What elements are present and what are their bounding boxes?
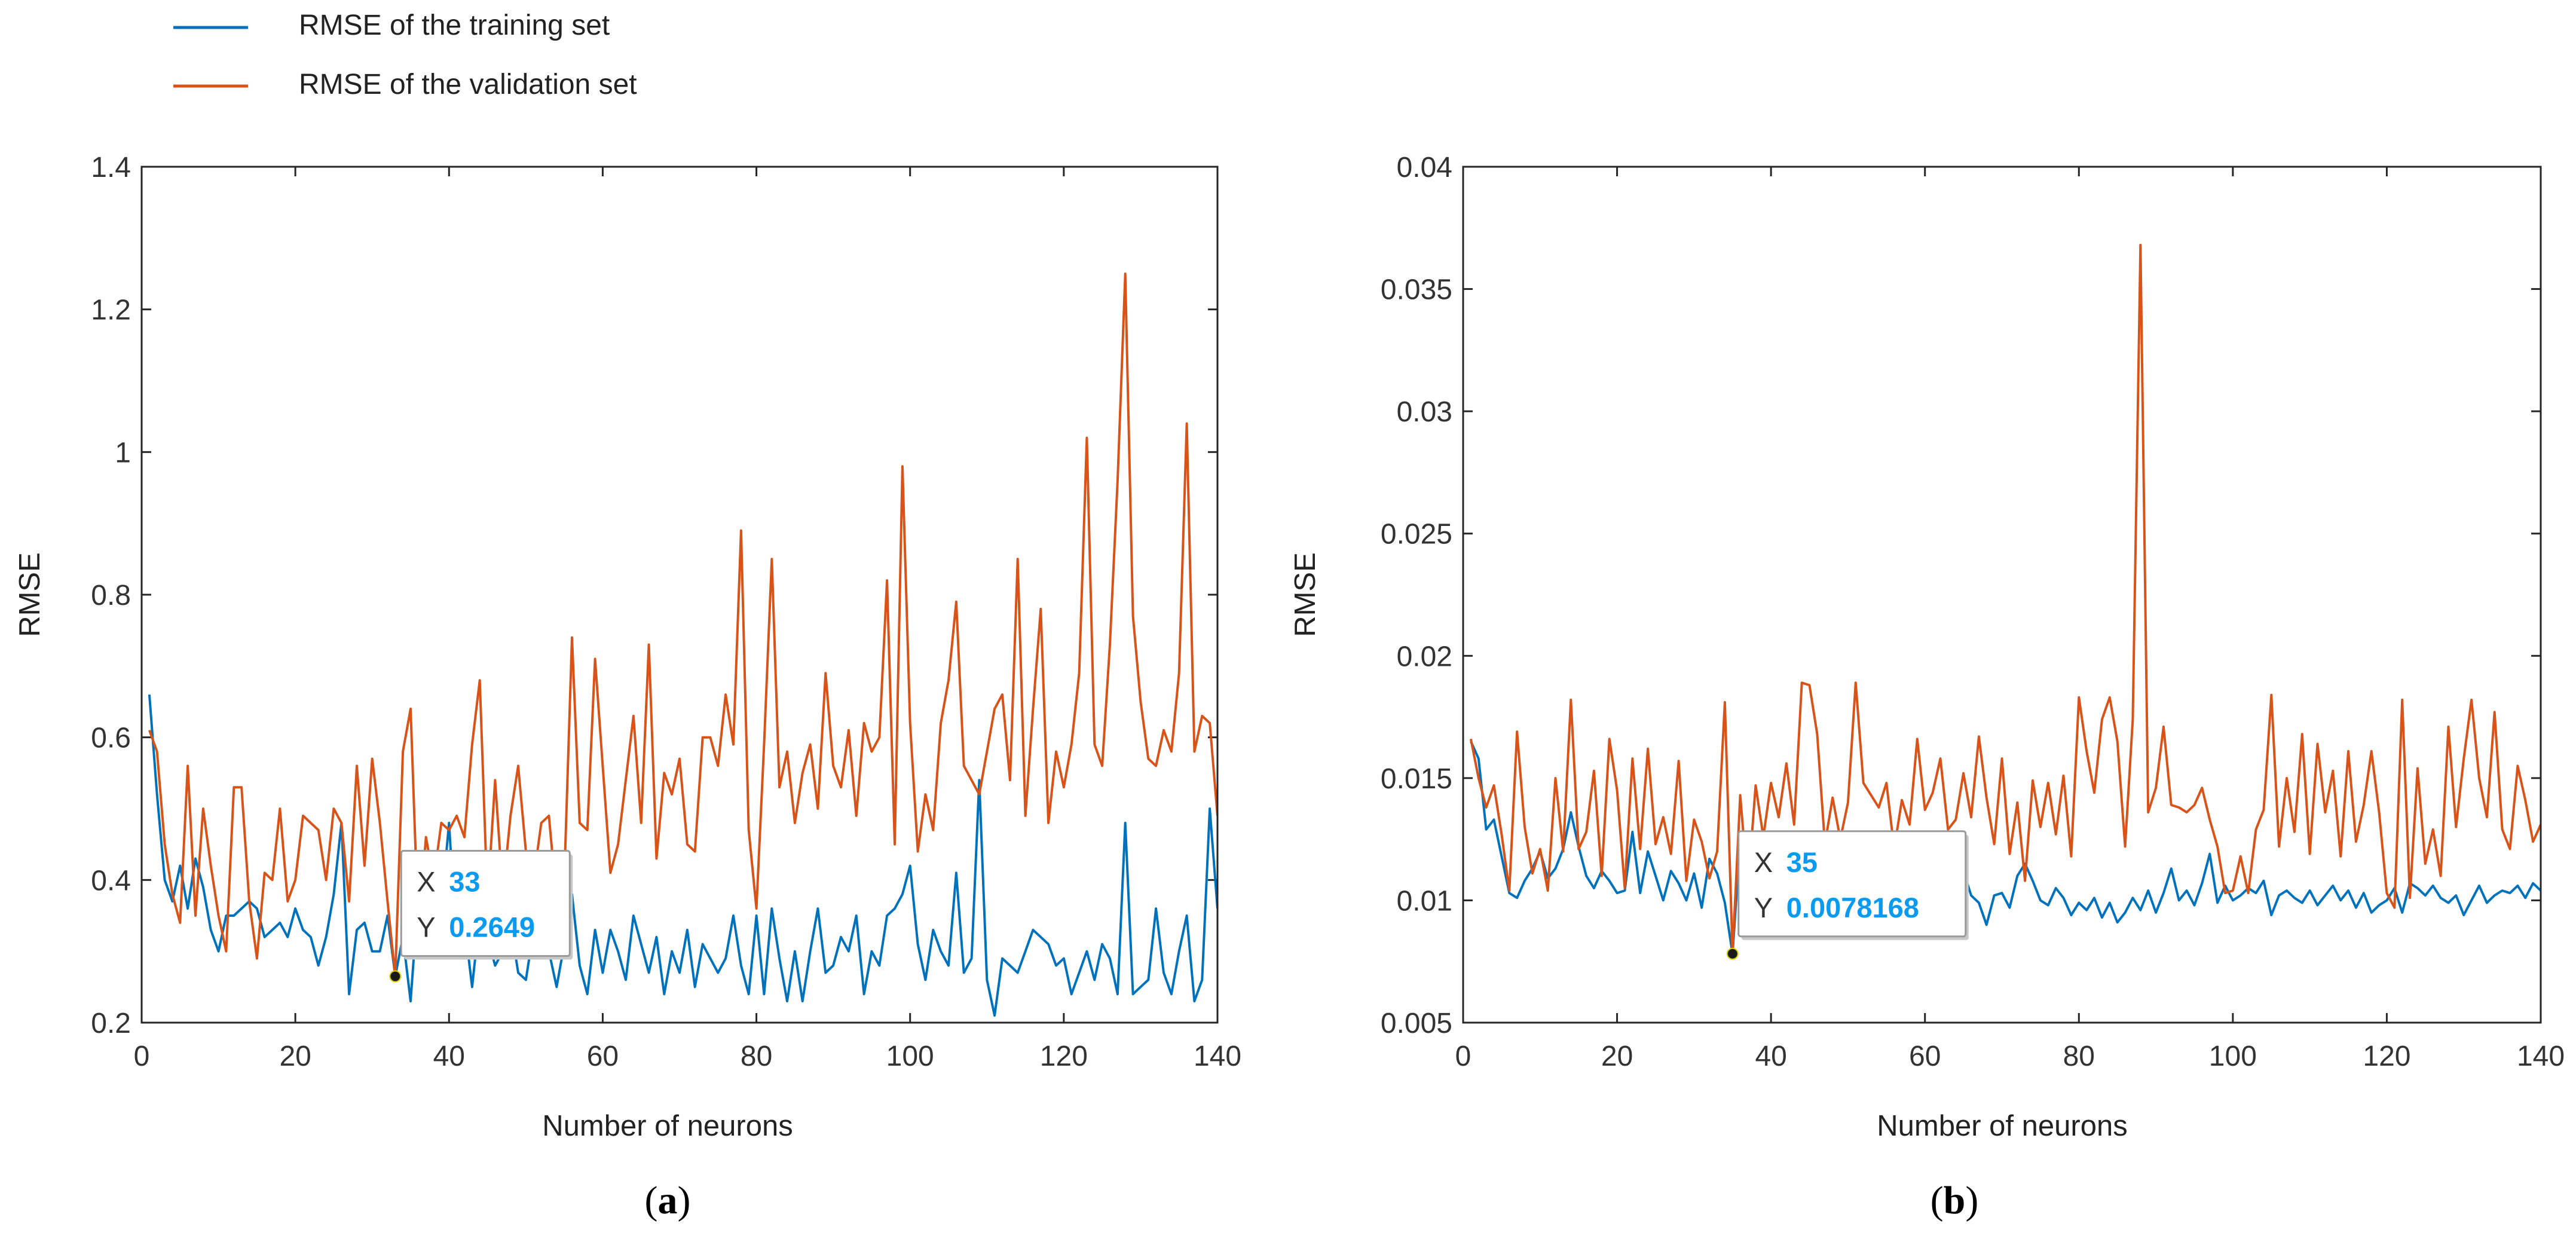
datatip-a: X 33 Y 0.2649	[389, 850, 573, 983]
x-tick-labels-a: 0 20 40 60 80 100 120 140	[134, 167, 1241, 1072]
chart-panel-b: 0.005 0.01 0.015 0.02 0.025 0.03 0.035 0.04 0 20…	[1289, 152, 2565, 1222]
y-tick-labels-b: 0.005 0.01 0.015 0.02 0.025 0.03 0.035 0.04	[1381, 152, 2541, 1039]
series-layer-a	[148, 273, 1217, 1017]
datatip-marker	[1726, 947, 1739, 960]
caption-a: (a)	[645, 1179, 691, 1222]
y-tick-label: 1.2	[91, 295, 131, 326]
x-tick-label: 20	[279, 1041, 311, 1072]
y-axis-label-b: RMSE	[1289, 552, 1321, 637]
datatip-x-key: X	[417, 866, 435, 898]
y-tick-label: 0.2	[91, 1008, 131, 1039]
x-tick-label: 60	[1909, 1041, 1941, 1072]
y-tick-label: 0.035	[1381, 274, 1452, 306]
y-tick-labels-a: 0.2 0.4 0.6 0.8 1 1.2 1.4	[91, 152, 1217, 1039]
legend: RMSE of the training set RMSE of the val…	[173, 10, 637, 100]
y-tick-label: 0.01	[1397, 885, 1452, 917]
series-layer-b	[1469, 243, 2541, 956]
y-tick-label: 0.005	[1381, 1008, 1452, 1039]
x-tick-label: 120	[2363, 1041, 2410, 1072]
x-tick-label: 140	[1194, 1041, 1241, 1072]
x-tick-label: 0	[1455, 1041, 1471, 1072]
datatip-b: X 35 Y 0.0078168	[1726, 830, 1969, 960]
plot-frame-a	[140, 166, 1219, 1024]
x-tick-label: 80	[2063, 1041, 2095, 1072]
x-tick-label: 40	[433, 1041, 465, 1072]
y-tick-label: 0.03	[1397, 396, 1452, 428]
x-tick-label: 140	[2517, 1041, 2565, 1072]
x-tick-label: 40	[1755, 1041, 1786, 1072]
caption-b: (b)	[1931, 1179, 1979, 1222]
datatip-x-key: X	[1754, 846, 1773, 878]
x-axis-label-b: Number of neurons	[1877, 1110, 2127, 1142]
x-tick-labels-b: 0 20 40 60 80 100 120 140	[1455, 167, 2565, 1072]
x-tick-label: 100	[886, 1041, 934, 1072]
y-tick-label: 0.02	[1397, 641, 1452, 672]
x-axis-label-a: Number of neurons	[542, 1110, 793, 1142]
datatip-x-value: 33	[449, 866, 480, 898]
y-tick-label: 0.015	[1381, 763, 1452, 795]
validation-series-line-b	[1469, 243, 2541, 956]
plot-frame-b	[1462, 166, 2542, 1024]
legend-training-label: RMSE of the training set	[299, 10, 610, 41]
y-tick-label: 0.6	[91, 723, 131, 754]
x-tick-label: 60	[587, 1041, 619, 1072]
datatip-box	[1737, 830, 1967, 938]
datatip-box	[400, 850, 571, 957]
training-series-line-b	[1470, 741, 2541, 956]
datatip-marker	[389, 970, 402, 983]
x-tick-label: 120	[1040, 1041, 1088, 1072]
x-tick-label: 80	[741, 1041, 772, 1072]
y-tick-label: 0.025	[1381, 519, 1452, 550]
datatip-y-key: Y	[1754, 892, 1773, 923]
datatip-y-key: Y	[417, 911, 435, 943]
legend-validation-label: RMSE of the validation set	[299, 69, 637, 100]
y-tick-label: 1	[115, 437, 131, 469]
x-tick-label: 100	[2209, 1041, 2257, 1072]
validation-series-line-a	[148, 273, 1217, 978]
y-tick-label: 0.04	[1397, 152, 1452, 183]
y-tick-label: 0.4	[91, 865, 131, 897]
training-series-line-a	[148, 694, 1217, 1017]
y-tick-label: 1.4	[91, 152, 131, 183]
datatip-x-value: 35	[1786, 846, 1818, 878]
x-tick-label: 20	[1601, 1041, 1633, 1072]
y-axis-label-a: RMSE	[14, 552, 46, 637]
datatip-y-value: 0.2649	[449, 911, 535, 943]
datatip-y-value: 0.0078168	[1786, 892, 1919, 923]
x-tick-label: 0	[134, 1041, 150, 1072]
chart-panel-a: 0.2 0.4 0.6 0.8 1 1.2 1.4 0 20 40 60 80 100 120 140 X…	[14, 152, 1241, 1222]
y-tick-label: 0.8	[91, 580, 131, 611]
